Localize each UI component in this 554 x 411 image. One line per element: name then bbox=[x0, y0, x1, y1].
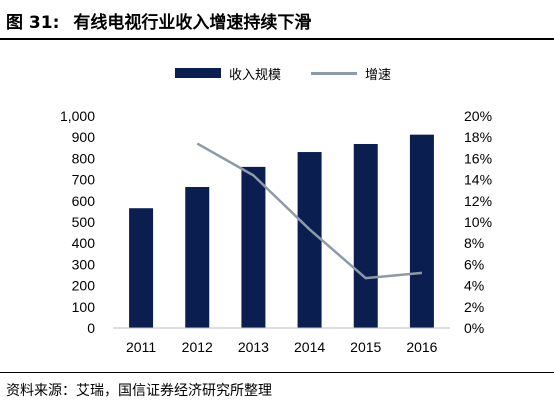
left-tick-label: 300 bbox=[72, 256, 96, 272]
x-tick-label: 2015 bbox=[350, 339, 381, 355]
revenue-bar bbox=[129, 208, 154, 328]
left-tick-label: 700 bbox=[72, 172, 96, 188]
source-divider bbox=[0, 372, 554, 373]
figure-header: 图 31: 有线电视行业收入增速持续下滑 bbox=[0, 0, 554, 40]
legend-label-growth: 增速 bbox=[365, 67, 392, 83]
figure-label: 图 31: bbox=[6, 13, 60, 33]
bar-series bbox=[129, 134, 434, 328]
right-tick-label: 18% bbox=[464, 129, 492, 145]
right-tick-label: 6% bbox=[464, 256, 484, 272]
right-tick-label: 4% bbox=[464, 278, 484, 294]
right-tick-label: 2% bbox=[464, 299, 484, 315]
title-divider bbox=[0, 38, 554, 40]
figure-title-row: 图 31: 有线电视行业收入增速持续下滑 bbox=[6, 8, 311, 33]
chart-legend: 收入规模 增速 bbox=[175, 64, 421, 83]
legend-label-revenue: 收入规模 bbox=[229, 67, 282, 83]
right-tick-label: 16% bbox=[464, 150, 492, 166]
revenue-bar bbox=[297, 152, 322, 328]
right-tick-label: 20% bbox=[464, 108, 492, 124]
left-tick-label: 1,000 bbox=[60, 108, 95, 124]
left-tick-label: 400 bbox=[72, 235, 96, 251]
x-tick-label: 2012 bbox=[182, 339, 213, 355]
left-tick-label: 200 bbox=[72, 278, 96, 294]
left-tick-label: 100 bbox=[72, 299, 96, 315]
legend-line-swatch bbox=[311, 71, 358, 75]
left-y-axis: 0 100 200 300 400 500 600 700 800 900 1,000 bbox=[60, 108, 95, 336]
revenue-bar bbox=[353, 143, 378, 328]
left-tick-label: 900 bbox=[72, 129, 96, 145]
figure-title: 有线电视行业收入增速持续下滑 bbox=[73, 13, 312, 33]
x-tick-label: 2016 bbox=[406, 339, 437, 355]
source-note: 资料来源：艾瑞，国信证券经济研究所整理 bbox=[6, 383, 272, 399]
left-tick-label: 600 bbox=[72, 193, 96, 209]
legend-item-revenue: 收入规模 bbox=[175, 64, 281, 83]
x-tick-label: 2013 bbox=[238, 339, 269, 355]
right-tick-label: 14% bbox=[464, 172, 492, 188]
right-y-axis: 0% 2% 4% 6% 8% 10% 12% 14% 16% 18% 20% bbox=[464, 108, 492, 336]
right-tick-label: 10% bbox=[464, 214, 492, 230]
revenue-bar bbox=[185, 187, 210, 328]
legend-bar-swatch bbox=[175, 68, 221, 78]
right-tick-label: 8% bbox=[464, 235, 484, 251]
x-tick-label: 2011 bbox=[126, 339, 156, 355]
line-series bbox=[196, 142, 423, 280]
x-axis: 2011 2012 2013 2014 2015 2016 bbox=[113, 327, 450, 355]
revenue-bar bbox=[409, 134, 434, 328]
legend-item-growth: 增速 bbox=[311, 64, 391, 83]
left-tick-label: 0 bbox=[87, 320, 95, 336]
right-tick-label: 0% bbox=[464, 320, 484, 336]
left-tick-label: 800 bbox=[72, 150, 96, 166]
right-tick-label: 12% bbox=[464, 193, 492, 209]
left-tick-label: 500 bbox=[72, 214, 96, 230]
revenue-growth-chart: 0 100 200 300 400 500 600 700 800 900 1,000 0% 2% 4%… bbox=[60, 108, 492, 355]
revenue-bar bbox=[241, 166, 266, 328]
x-tick-label: 2014 bbox=[294, 339, 325, 355]
